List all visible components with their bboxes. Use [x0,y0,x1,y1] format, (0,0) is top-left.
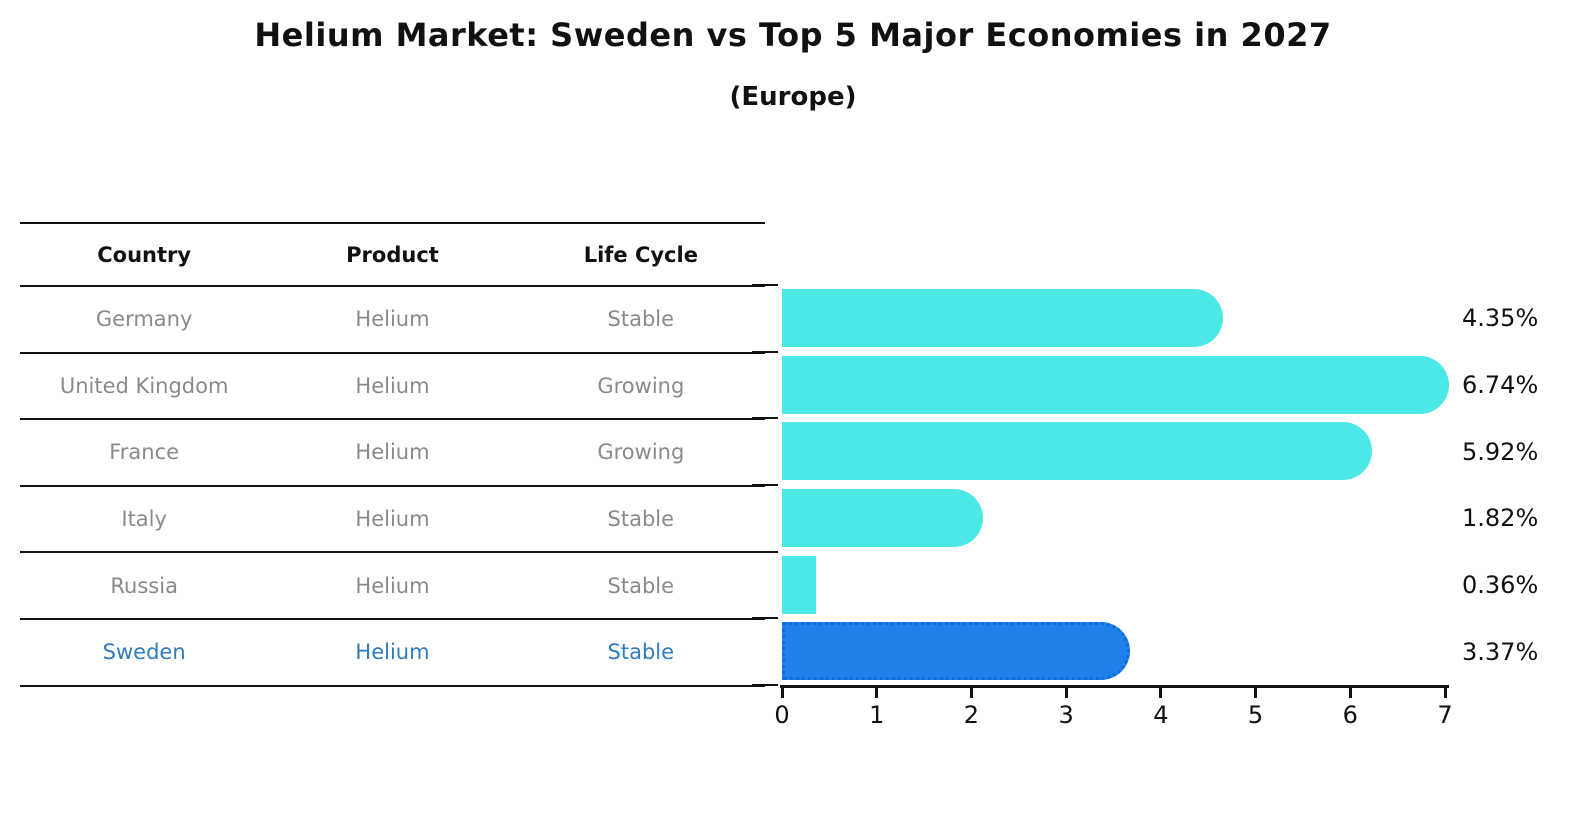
bar-value-label-germany: 4.35% [1462,304,1539,333]
cell-product: Helium [355,440,430,465]
y-axis-tick [752,284,778,286]
cell-product: Helium [355,373,430,398]
table-row-germany: Germany Helium Stable [20,287,765,354]
y-axis-tick [752,550,778,553]
bar-value-label-united-kingdom: 6.74% [1462,371,1539,399]
bar-russia [782,555,817,614]
country-table: Country Product Life Cycle Germany Helium… [20,222,765,687]
x-axis-tick [1443,688,1447,698]
y-axis-tick [752,350,778,353]
cell-life-cycle: Stable [607,640,675,665]
x-axis-tick-label: 6 [1342,701,1358,729]
table-row-france: France Helium Growing [20,420,765,487]
x-axis-tick [969,688,973,698]
table-header-row: Country Product Life Cycle [20,222,765,287]
cell-life-cycle: Stable [607,307,675,332]
column-header-life-cycle: Life Cycle [583,242,698,267]
bar-germany [782,289,1223,347]
x-axis-tick [1064,688,1068,698]
bar-value-label-sweden: 3.37% [1462,637,1539,666]
bar-sweden [782,622,1131,681]
table-row-italy: Italy Helium Stable [20,487,765,554]
x-axis-tick [1348,688,1352,698]
cell-country: France [109,440,180,465]
table-row-united-kingdom: United Kingdom Helium Growing [20,354,765,421]
cell-life-cycle: Stable [607,507,675,532]
bar-chart [752,284,1450,686]
table-row-russia: Russia Helium Stable [20,553,765,620]
bar-value-label-france: 5.92% [1462,437,1539,466]
chart-subtitle: (Europe) [729,82,857,112]
cell-life-cycle: Growing [597,440,685,465]
cell-country: Russia [110,573,178,598]
y-axis-tick [752,417,778,420]
y-axis-tick [752,617,778,620]
table-body: Germany Helium Stable United Kingdom Helium G… [20,287,765,687]
x-axis-tick-label: 7 [1437,701,1453,729]
cell-product: Helium [355,507,430,532]
x-axis-line [780,685,1449,688]
bar-italy [782,489,984,547]
x-axis-tick [1159,688,1163,698]
x-axis-tick-label: 3 [1058,701,1074,729]
bar-value-label-russia: 0.36% [1462,571,1539,599]
x-axis-tick-label: 4 [1153,701,1169,729]
cell-country: United Kingdom [59,373,229,398]
x-axis-tick-label: 1 [869,701,885,729]
column-header-country: Country [97,242,192,267]
x-axis-tick [875,688,879,698]
cell-life-cycle: Stable [607,573,675,598]
column-header-product: Product [346,242,439,267]
x-axis-tick [780,688,784,698]
cell-country: Italy [121,507,167,532]
bar-value-label-italy: 1.82% [1462,504,1539,533]
bar-france [782,422,1372,481]
bar-united-kingdom [782,355,1450,414]
chart-title: Helium Market: Sweden vs Top 5 Major Eco… [254,16,1332,54]
cell-product: Helium [355,307,430,332]
cell-country: Germany [95,307,193,332]
y-axis-tick [752,484,778,486]
cell-product: Helium [355,573,430,598]
x-axis-tick-label: 2 [963,701,980,729]
x-axis-tick [1254,688,1258,698]
x-axis-tick-label: 5 [1247,701,1264,729]
table-row-sweden: Sweden Helium Stable [20,620,765,687]
x-axis-tick-label: 0 [774,701,790,729]
cell-product: Helium [355,640,430,665]
cell-country: Sweden [102,640,186,665]
cell-life-cycle: Growing [597,373,685,398]
y-axis-tick [752,684,778,686]
